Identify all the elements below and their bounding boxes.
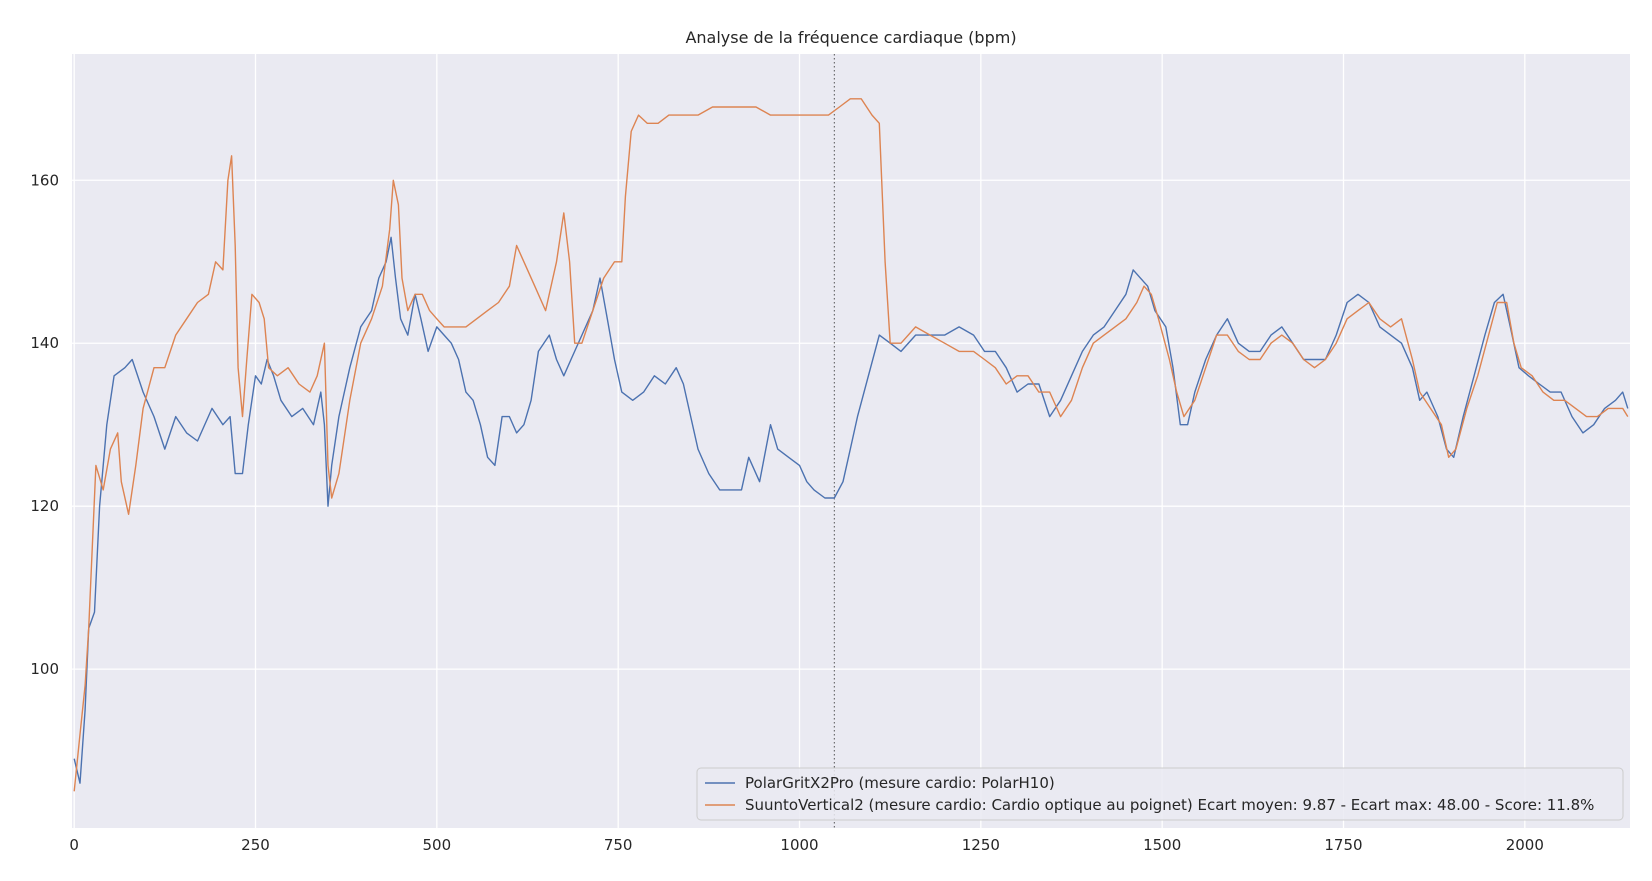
- x-tick-label: 500: [423, 836, 452, 854]
- y-tick-label: 120: [30, 497, 59, 515]
- x-tick-label: 0: [69, 836, 79, 854]
- x-tick-label: 2000: [1506, 836, 1544, 854]
- chart-title: Analyse de la fréquence cardiaque (bpm): [685, 28, 1016, 47]
- legend-box: [696, 767, 1624, 821]
- series-line-1: [73, 236, 1629, 784]
- x-tick-label: 250: [241, 836, 270, 854]
- x-tick-label: 750: [604, 836, 633, 854]
- legend-label-1: PolarGritX2Pro (mesure cardio: PolarH10): [745, 774, 1055, 792]
- x-tick-label: 1000: [780, 836, 818, 854]
- grid-lines: [72, 54, 1630, 828]
- x-tick-label: 1250: [962, 836, 1000, 854]
- y-tick-label: 100: [30, 660, 59, 678]
- y-tick-label: 140: [30, 334, 59, 352]
- series-line-2: [73, 98, 1629, 792]
- series-lines: [73, 98, 1629, 792]
- plot-area: [72, 54, 1630, 828]
- x-tick-label: 1750: [1324, 836, 1362, 854]
- y-axis: 100 120 140 160: [30, 171, 59, 678]
- x-axis: 0 250 500 750 1000 1250 1500 1750 2000: [69, 836, 1544, 854]
- y-tick-label: 160: [30, 171, 59, 189]
- legend-label-2: SuuntoVertical2 (mesure cardio: Cardio o…: [745, 796, 1594, 814]
- legend: PolarGritX2Pro (mesure cardio: PolarH10)…: [696, 767, 1624, 821]
- x-tick-label: 1500: [1143, 836, 1181, 854]
